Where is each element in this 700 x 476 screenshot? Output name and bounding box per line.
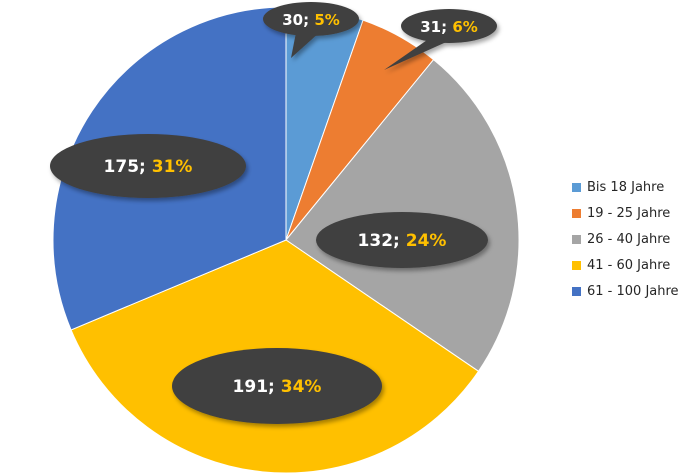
data-label-percent: 5% <box>314 11 339 29</box>
data-label-bubble <box>401 9 497 43</box>
legend-label: 26 - 40 Jahre <box>587 231 671 247</box>
legend-swatch <box>572 234 581 244</box>
legend-swatch <box>572 286 581 296</box>
legend-label: 41 - 60 Jahre <box>587 257 671 273</box>
legend-item: 61 - 100 Jahre <box>572 278 696 304</box>
data-label-text: 175; 31% <box>104 157 193 177</box>
data-label-text: 132; 24% <box>358 231 447 251</box>
data-label-text: 191; 34% <box>233 377 322 397</box>
legend-label: 61 - 100 Jahre <box>587 283 679 299</box>
legend-item: 19 - 25 Jahre <box>572 200 696 226</box>
legend-swatch <box>572 260 581 270</box>
legend-swatch <box>572 182 581 192</box>
data-label-bubble <box>172 348 382 424</box>
legend-label: Bis 18 Jahre <box>587 179 665 195</box>
data-label-percent: 31% <box>152 157 193 177</box>
data-label-text: 30; 5% <box>282 11 340 29</box>
data-label-value: 191; <box>233 377 281 397</box>
data-label-value: 31; <box>420 18 452 36</box>
data-label-value: 30; <box>282 11 314 29</box>
legend-item: 41 - 60 Jahre <box>572 252 696 278</box>
data-label-percent: 34% <box>281 377 322 397</box>
data-label-bubble <box>263 2 359 36</box>
legend-item: 26 - 40 Jahre <box>572 226 696 252</box>
data-label-3: 191; 34% <box>172 348 382 424</box>
data-label-percent: 24% <box>406 231 447 251</box>
legend-item: Bis 18 Jahre <box>572 174 696 200</box>
legend-swatch <box>572 208 581 218</box>
data-label-2: 132; 24% <box>316 212 488 268</box>
data-label-1: 31; 6% <box>384 9 497 70</box>
data-label-percent: 6% <box>452 18 477 36</box>
data-label-value: 132; <box>358 231 406 251</box>
data-label-value: 175; <box>104 157 152 177</box>
data-label-text: 31; 6% <box>420 18 478 36</box>
legend-label: 19 - 25 Jahre <box>587 205 671 221</box>
data-label-pointer <box>384 34 463 70</box>
legend: Bis 18 Jahre 19 - 25 Jahre 26 - 40 Jahre 41… <box>572 174 696 304</box>
data-label-0: 30; 5% <box>263 2 359 58</box>
data-label-4: 175; 31% <box>50 134 246 198</box>
data-label-bubble <box>50 134 246 198</box>
data-label-bubble <box>316 212 488 268</box>
